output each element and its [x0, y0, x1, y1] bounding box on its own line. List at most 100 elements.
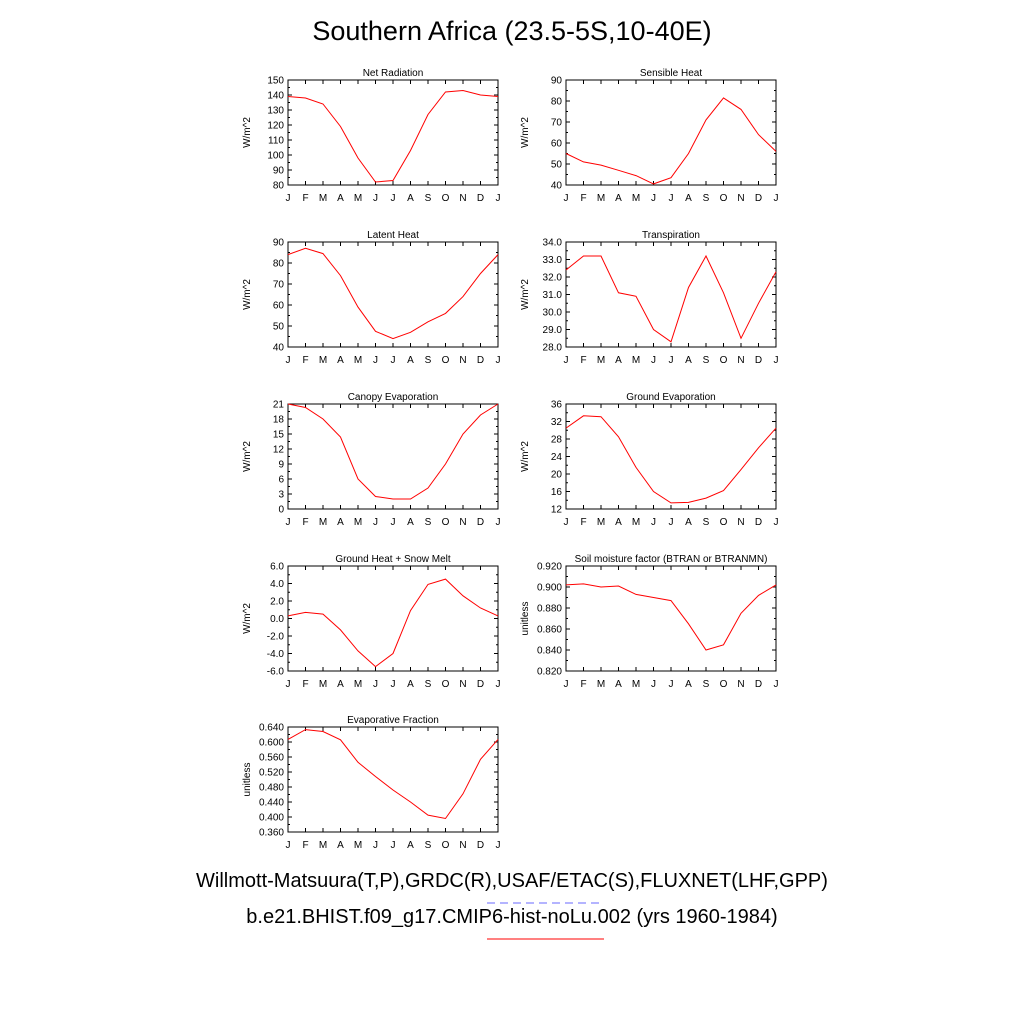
y-tick-label: 0.400: [259, 813, 284, 824]
x-tick-label: M: [354, 355, 362, 366]
y-tick-label: 6.0: [270, 562, 284, 573]
x-tick-label: F: [580, 355, 586, 366]
y-tick-label: 24: [551, 452, 563, 463]
panel-ground-heat-snow-melt: J F M A M J J A S O N D J-6.0-4.0-2.00.02.04.06.0Gro…: [242, 554, 501, 690]
y-tick-label: 0: [278, 505, 284, 516]
x-tick-label: J: [669, 679, 674, 690]
y-tick-label: 32.0: [543, 273, 563, 284]
x-tick-label: O: [720, 679, 728, 690]
y-axis-label: W/m^2: [242, 279, 253, 310]
x-tick-label: J: [391, 193, 396, 204]
x-tick-label: J: [651, 679, 656, 690]
x-tick-label: A: [615, 679, 622, 690]
plot-frame: [565, 565, 777, 672]
y-tick-label: 0.900: [537, 583, 562, 594]
figure-title: Southern Africa (23.5-5S,10-40E): [312, 16, 712, 46]
plot-frame: [565, 79, 777, 186]
panel-title: Net Radiation: [363, 68, 424, 79]
x-tick-label: J: [496, 193, 501, 204]
panel-title: Ground Evaporation: [626, 392, 716, 403]
y-tick-label: 140: [267, 91, 284, 102]
x-tick-label: S: [425, 679, 432, 690]
x-tick-label: M: [319, 679, 327, 690]
x-tick-label: J: [286, 679, 291, 690]
x-tick-label: A: [337, 840, 344, 851]
x-tick-label: A: [407, 840, 414, 851]
x-tick-label: A: [407, 679, 414, 690]
y-tick-label: 28.0: [543, 343, 563, 354]
x-tick-label: S: [703, 679, 710, 690]
x-tick-label: J: [391, 679, 396, 690]
y-tick-label: 130: [267, 106, 284, 117]
legend-label-model: b.e21.BHIST.f09_g17.CMIP6-hist-noLu.002 …: [246, 906, 778, 928]
y-tick-label: 16: [551, 487, 563, 498]
plot-frame: [287, 726, 499, 833]
y-tick-label: 80: [551, 97, 563, 108]
x-tick-label: A: [337, 679, 344, 690]
y-tick-label: 31.0: [543, 290, 563, 301]
y-tick-label: 90: [551, 76, 563, 87]
y-tick-label: 0.860: [537, 625, 562, 636]
x-tick-label: O: [720, 517, 728, 528]
x-tick-label: D: [477, 517, 484, 528]
panel-title: Ground Heat + Snow Melt: [335, 554, 451, 565]
y-tick-label: 80: [273, 259, 285, 270]
x-tick-label: N: [459, 679, 466, 690]
y-tick-label: 29.0: [543, 325, 563, 336]
x-tick-label: F: [302, 193, 308, 204]
y-axis-label: W/m^2: [520, 441, 531, 472]
x-tick-label: N: [459, 193, 466, 204]
y-tick-label: 90: [273, 238, 285, 249]
y-tick-label: 12: [551, 505, 563, 516]
x-tick-label: J: [651, 355, 656, 366]
x-tick-label: S: [425, 355, 432, 366]
panel-title: Soil moisture factor (BTRAN or BTRANMN): [575, 554, 768, 565]
x-tick-label: J: [651, 517, 656, 528]
x-tick-label: J: [373, 517, 378, 528]
x-tick-label: F: [302, 355, 308, 366]
y-tick-label: 40: [551, 181, 563, 192]
y-tick-label: 120: [267, 121, 284, 132]
series-line: [287, 89, 499, 183]
x-tick-label: O: [442, 679, 450, 690]
x-tick-label: M: [632, 193, 640, 204]
x-tick-label: J: [564, 193, 569, 204]
plot-frame: [287, 565, 499, 672]
panel-title: Latent Heat: [367, 230, 419, 241]
x-tick-label: F: [302, 679, 308, 690]
x-tick-label: A: [337, 193, 344, 204]
series-line: [565, 583, 777, 651]
x-tick-label: A: [337, 355, 344, 366]
y-tick-label: 20: [551, 470, 563, 481]
x-tick-label: O: [442, 517, 450, 528]
y-tick-label: 9: [278, 460, 284, 471]
x-tick-label: M: [354, 679, 362, 690]
y-axis-label: W/m^2: [520, 279, 531, 310]
x-tick-label: M: [632, 517, 640, 528]
x-tick-label: S: [425, 193, 432, 204]
x-tick-label: S: [703, 355, 710, 366]
y-tick-label: 60: [273, 301, 285, 312]
x-tick-label: J: [286, 355, 291, 366]
y-tick-label: 0.640: [259, 723, 284, 734]
x-tick-label: M: [597, 517, 605, 528]
x-tick-label: J: [669, 517, 674, 528]
panel-title: Transpiration: [642, 230, 700, 241]
x-tick-label: J: [286, 840, 291, 851]
x-tick-label: M: [597, 355, 605, 366]
x-tick-label: D: [755, 679, 762, 690]
x-tick-label: N: [459, 517, 466, 528]
y-tick-label: 40: [273, 343, 285, 354]
y-axis-label: W/m^2: [242, 441, 253, 472]
y-tick-label: 0.920: [537, 562, 562, 573]
series-line: [565, 97, 777, 185]
x-tick-label: J: [564, 355, 569, 366]
x-tick-label: J: [496, 679, 501, 690]
y-tick-label: 60: [551, 139, 563, 150]
y-tick-label: 4.0: [270, 579, 284, 590]
plot-frame: [287, 241, 499, 348]
y-tick-label: 0.360: [259, 828, 284, 839]
